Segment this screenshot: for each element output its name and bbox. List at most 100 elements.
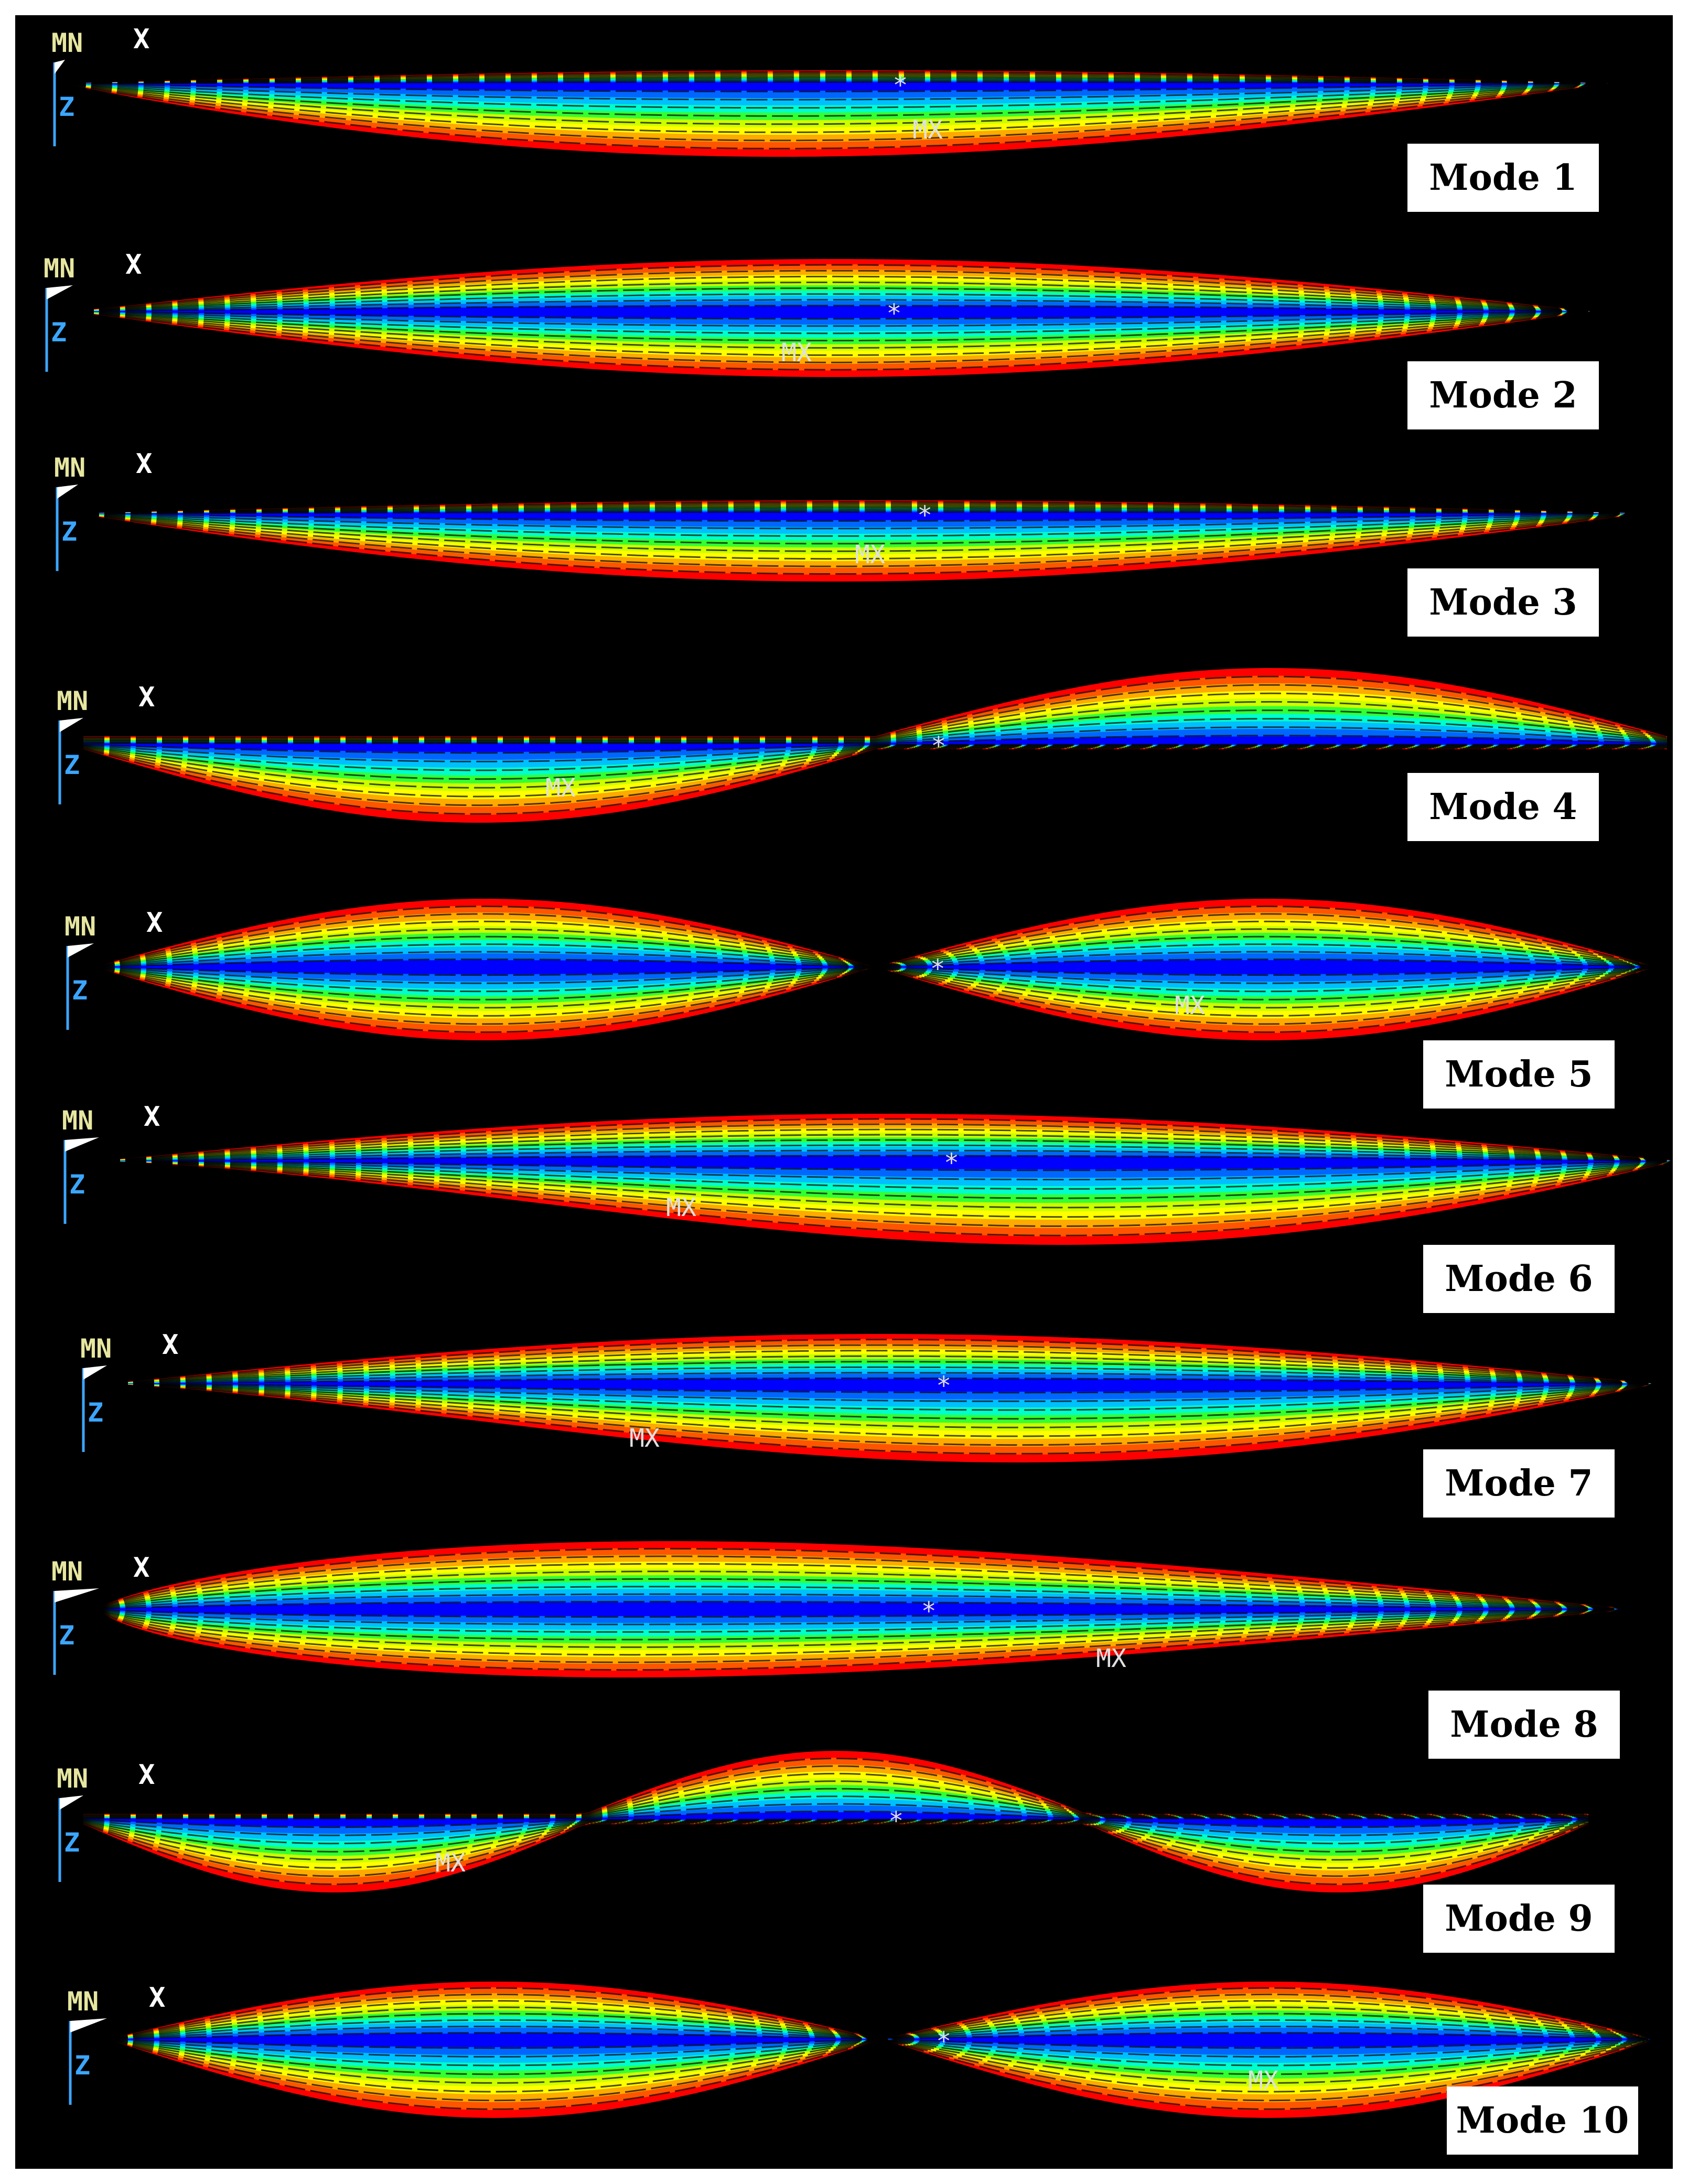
axis-x-label: X xyxy=(146,907,163,939)
mesh-line xyxy=(106,1355,1657,1385)
mesh-line xyxy=(99,1601,1636,1610)
mesh-line xyxy=(83,1757,1588,1815)
x-axis-arrow xyxy=(60,718,83,732)
mesh-line xyxy=(64,82,1612,149)
mesh-line xyxy=(106,2038,1657,2093)
mesh-line xyxy=(83,1823,1589,1885)
mesh-line xyxy=(99,1608,1636,1648)
mesh-line xyxy=(99,1128,1673,1162)
axis-x-label: X xyxy=(133,1552,150,1584)
mesh-line xyxy=(64,82,1612,133)
mode-label: Mode 5 xyxy=(1423,1040,1615,1109)
axis-min-label: MN xyxy=(44,253,76,284)
mesh-line xyxy=(99,1134,1673,1162)
mesh-line xyxy=(83,701,1668,741)
axis-x-label: X xyxy=(125,249,142,281)
mesh-line xyxy=(99,1118,1673,1162)
axis-min-label: MN xyxy=(51,28,83,58)
mesh-line xyxy=(99,1555,1636,1610)
center-marker: * xyxy=(936,2027,951,2056)
mesh-line xyxy=(106,1383,1657,1437)
axis-z-label: Z xyxy=(88,1397,104,1428)
mesh-line xyxy=(99,1149,1673,1162)
center-marker: * xyxy=(930,954,945,984)
axis-x-label: X xyxy=(133,24,150,55)
displacement-band xyxy=(99,1156,1673,1169)
mode-panel-5: * MX xyxy=(66,899,1657,1040)
mesh-line xyxy=(64,82,1612,109)
mesh-line xyxy=(99,1608,1636,1656)
mesh-line xyxy=(106,1339,1657,1385)
mesh-line xyxy=(72,310,1594,327)
mesh-line xyxy=(64,82,1612,125)
mesh-line xyxy=(72,310,1594,371)
mesh-line xyxy=(72,264,1594,313)
mesh-line xyxy=(106,1383,1657,1420)
mode-panel-10: * MX xyxy=(69,1982,1657,2118)
mode-label: Mode 8 xyxy=(1428,1691,1620,1759)
axis-z-label: Z xyxy=(59,1620,75,1651)
max-marker: MX xyxy=(629,1424,660,1453)
mesh-line xyxy=(99,1139,1673,1162)
axis-min-label: MN xyxy=(54,453,86,483)
x-axis-arrow xyxy=(65,1137,99,1152)
mesh-line xyxy=(106,2038,1657,2102)
mesh-line xyxy=(99,1160,1673,1199)
axis-z-label: Z xyxy=(64,1827,80,1858)
center-marker: * xyxy=(936,1371,951,1401)
mesh-line xyxy=(99,1123,1673,1162)
axis-z-label: Z xyxy=(69,1169,85,1200)
axis-min-label: MN xyxy=(57,686,89,716)
axis-min-label: MN xyxy=(67,1986,99,2017)
mesh-line xyxy=(99,1578,1636,1610)
axis-min-label: MN xyxy=(57,1763,89,1794)
mesh-line xyxy=(64,82,1612,101)
mesh-line xyxy=(72,310,1594,335)
mesh-line xyxy=(78,512,1647,560)
mesh-line xyxy=(83,726,1668,744)
mesh-line xyxy=(99,1563,1636,1610)
mesh-line xyxy=(99,1608,1636,1626)
axis-x-label: X xyxy=(144,1101,160,1133)
axis-z-label: Z xyxy=(64,750,80,780)
axis-x-label: X xyxy=(136,448,153,480)
mode-panel-1: *MX xyxy=(53,60,1612,157)
mesh-line xyxy=(106,1383,1657,1402)
mesh-line xyxy=(83,675,1668,738)
mesh-line xyxy=(106,1350,1657,1385)
axis-z-label: Z xyxy=(72,975,88,1006)
axis-z-label: Z xyxy=(74,2050,91,2081)
mesh-line xyxy=(106,1361,1657,1385)
mode-panel-6: * MX xyxy=(63,1114,1673,1245)
mesh-line xyxy=(99,1608,1636,1618)
mesh-line xyxy=(93,959,1657,968)
mode-label: Mode 4 xyxy=(1407,773,1599,841)
mesh-line xyxy=(72,310,1594,349)
mesh-line xyxy=(106,1366,1657,1385)
axis-x-label: X xyxy=(138,1759,155,1791)
x-axis-arrow xyxy=(47,285,73,299)
center-marker: * xyxy=(944,1148,959,1178)
mesh-line xyxy=(78,512,1647,575)
mesh-line xyxy=(72,281,1594,313)
mode-label: Mode 7 xyxy=(1423,1449,1615,1518)
center-marker: * xyxy=(893,71,908,100)
mesh-line xyxy=(106,1344,1657,1385)
mesh-line xyxy=(64,82,1612,117)
mesh-line xyxy=(99,1608,1636,1671)
mesh-line xyxy=(99,1160,1673,1190)
axis-min-label: MN xyxy=(51,1556,83,1587)
mesh-line xyxy=(72,270,1594,313)
mode-label: Mode 3 xyxy=(1407,568,1599,637)
mesh-line xyxy=(106,2038,1657,2110)
mesh-line xyxy=(72,310,1594,356)
mesh-line xyxy=(99,1608,1636,1641)
displacement-band xyxy=(65,82,1612,91)
mode-label: Mode 6 xyxy=(1423,1245,1615,1313)
mode-panel-9: * MX xyxy=(58,1751,1589,1892)
mode-label: Mode 1 xyxy=(1407,144,1599,212)
mesh-line xyxy=(93,951,1657,968)
displacement-band xyxy=(73,306,1594,318)
mesh-line xyxy=(72,275,1594,313)
mode-shapes-canvas: *MX*MX*MX*MX*MX*MX*MX*MX*MX*MX xyxy=(45,60,1673,2118)
